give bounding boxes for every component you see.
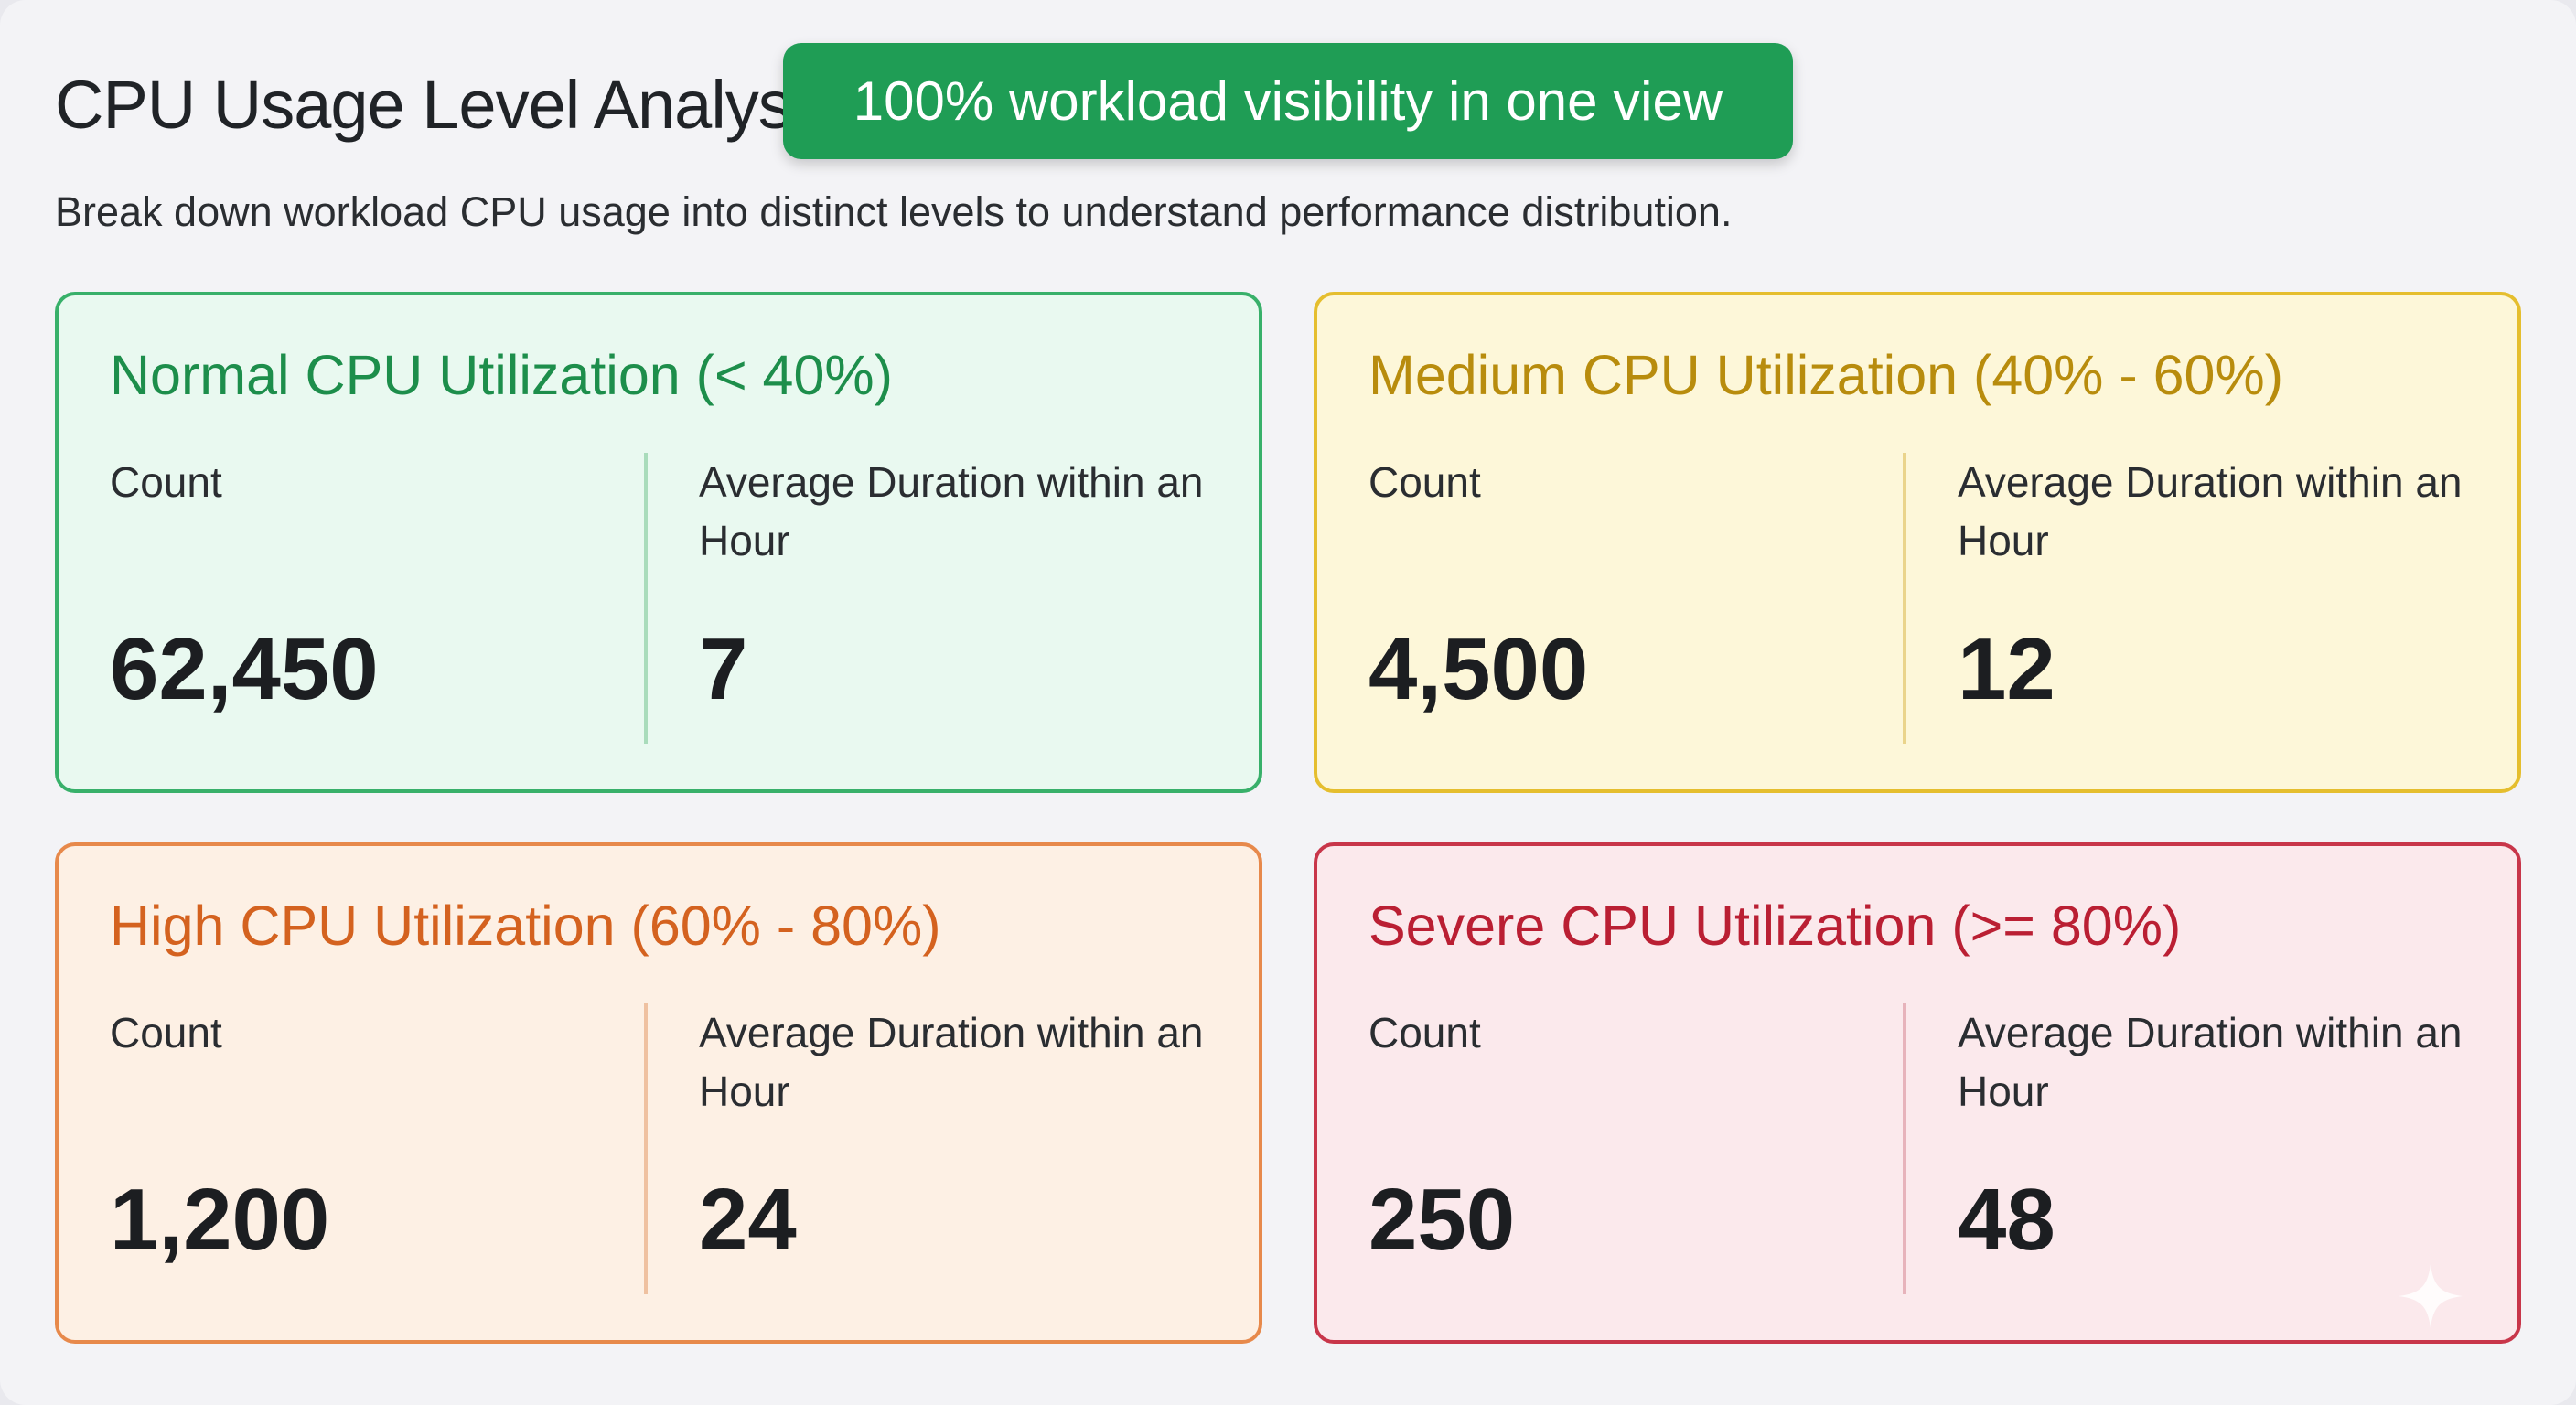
card-title: Medium CPU Utilization (40% - 60%) [1368, 344, 2284, 406]
page-subtitle: Break down workload CPU usage into disti… [55, 188, 1733, 235]
page-title: CPU Usage Level Analysis [55, 67, 839, 143]
count-value: 250 [1368, 1171, 1516, 1269]
duration-label: Average Duration within an Hour [1958, 458, 2463, 564]
metric-divider [1903, 1003, 1906, 1294]
count-value: 4,500 [1368, 620, 1589, 718]
duration-value: 12 [1958, 620, 2055, 718]
card-title: Normal CPU Utilization (< 40%) [110, 344, 893, 406]
duration-label: Average Duration within an Hour [699, 458, 1204, 564]
metric-divider [644, 453, 648, 744]
card-normal-cpu: Normal CPU Utilization (< 40%) Count Ave… [55, 292, 1262, 793]
count-label: Count [110, 458, 222, 506]
card-title: Severe CPU Utilization (>= 80%) [1368, 895, 2182, 957]
duration-label: Average Duration within an Hour [699, 1009, 1204, 1115]
card-high-cpu: High CPU Utilization (60% - 80%) Count A… [55, 842, 1262, 1344]
count-label: Count [1368, 1009, 1481, 1056]
sparkle-icon [2399, 1264, 2463, 1328]
duration-value: 7 [699, 620, 748, 718]
count-value: 62,450 [110, 620, 379, 718]
card-severe-cpu: Severe CPU Utilization (>= 80%) Count Av… [1314, 842, 2521, 1344]
metric-divider [1903, 453, 1906, 744]
count-value: 1,200 [110, 1171, 330, 1269]
card-medium-cpu: Medium CPU Utilization (40% - 60%) Count… [1314, 292, 2521, 793]
count-label: Count [1368, 458, 1481, 506]
duration-value: 48 [1958, 1171, 2055, 1269]
visibility-banner: 100% workload visibility in one view [783, 43, 1793, 159]
duration-label: Average Duration within an Hour [1958, 1009, 2463, 1115]
duration-value: 24 [699, 1171, 797, 1269]
metric-divider [644, 1003, 648, 1294]
count-label: Count [110, 1009, 222, 1056]
card-title: High CPU Utilization (60% - 80%) [110, 895, 941, 957]
